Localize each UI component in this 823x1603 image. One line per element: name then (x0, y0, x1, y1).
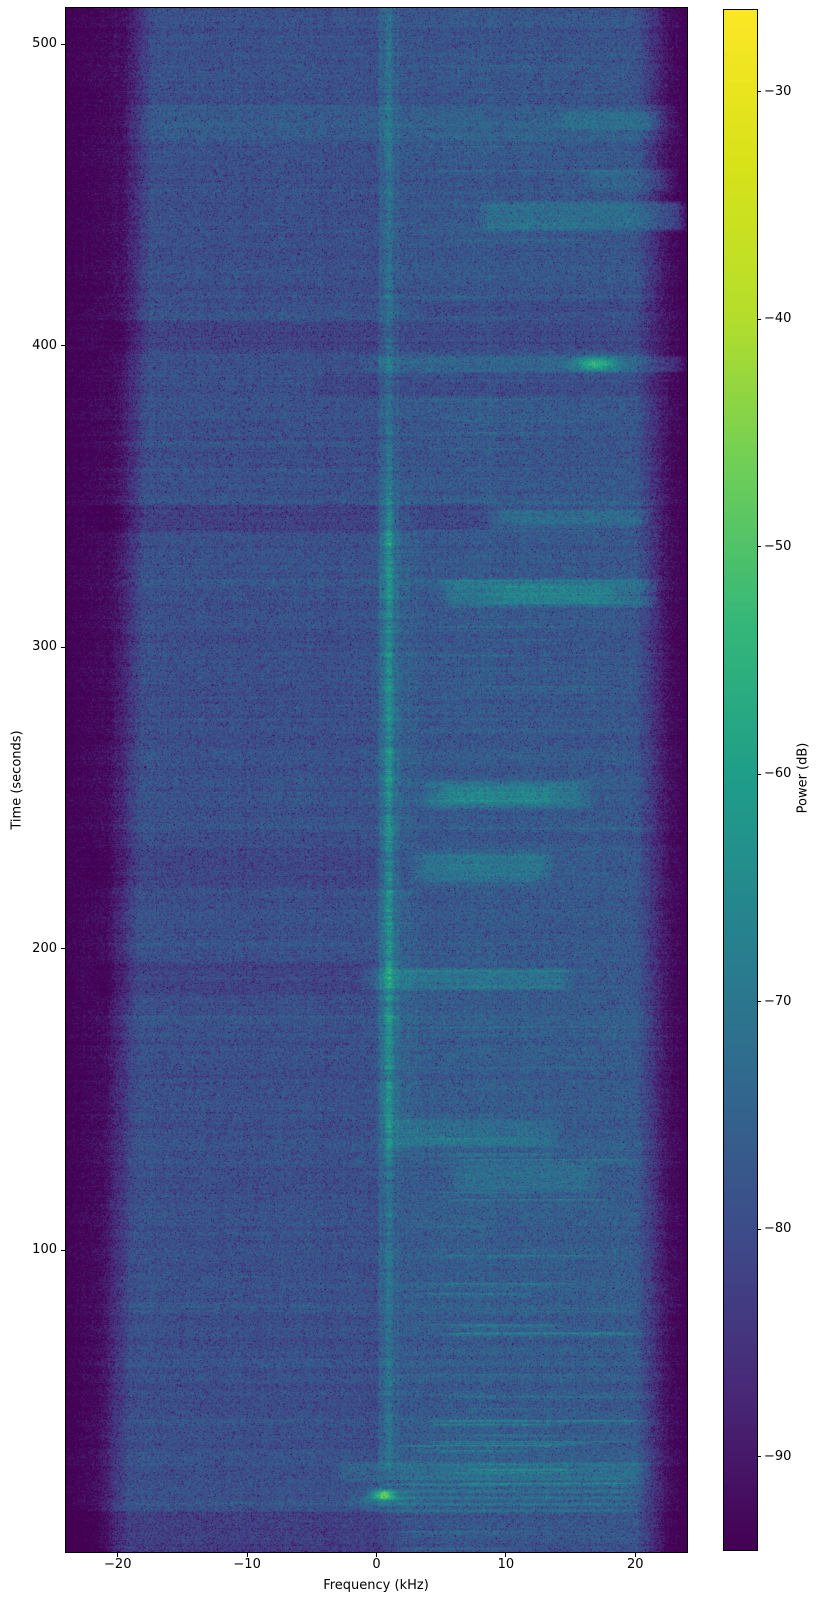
y-axis-label: Time (seconds) (9, 730, 25, 830)
colorbar-tick (757, 91, 761, 93)
colorbar-tick (757, 773, 761, 775)
x-tick (376, 1553, 377, 1557)
colorbar-tick-label: −60 (764, 766, 792, 782)
colorbar-tick (757, 1228, 761, 1230)
colorbar-tick-label: −90 (764, 1448, 792, 1464)
colorbar-tick-label: −40 (764, 311, 792, 327)
colorbar-tick-label: −70 (764, 993, 792, 1009)
spectrogram-heatmap (65, 7, 688, 1553)
colorbar-tick-label: −30 (764, 83, 792, 99)
x-tick-label: −20 (104, 1557, 132, 1572)
colorbar-tick-label: −80 (764, 1221, 792, 1237)
y-tick (61, 43, 65, 45)
x-tick-label: 0 (372, 1557, 381, 1572)
colorbar-tick (757, 1456, 761, 1458)
y-tick-label: 200 (32, 940, 57, 956)
colorbar-tick (757, 546, 761, 548)
y-tick-label: 100 (32, 1242, 57, 1258)
x-tick-label: 20 (626, 1557, 644, 1572)
x-tick-label: 10 (497, 1557, 515, 1572)
y-tick (61, 948, 65, 950)
colorbar-tick (757, 318, 761, 320)
x-tick (634, 1553, 636, 1557)
colorbar-gradient (723, 9, 758, 1551)
y-tick-label: 500 (32, 36, 57, 52)
y-tick (61, 646, 65, 648)
y-tick-label: 400 (32, 337, 57, 353)
x-tick (505, 1553, 507, 1557)
x-tick-label: −10 (233, 1557, 261, 1572)
colorbar-tick-label: −50 (764, 538, 792, 554)
x-tick (117, 1553, 119, 1557)
x-axis-label: Frequency (kHz) (323, 1578, 429, 1593)
x-tick (246, 1553, 248, 1557)
colorbar-tick (757, 1001, 761, 1003)
colorbar-label: Power (dB) (795, 742, 811, 814)
y-tick-label: 300 (32, 639, 57, 655)
y-tick (61, 1249, 65, 1251)
y-tick (61, 345, 65, 347)
